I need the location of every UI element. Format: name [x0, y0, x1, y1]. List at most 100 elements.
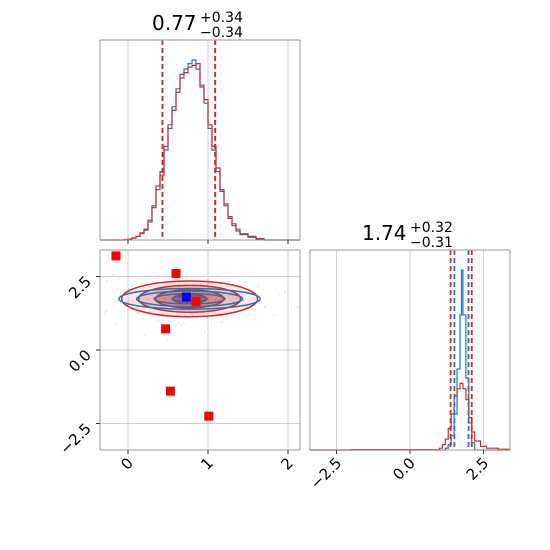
contour-blue [118, 287, 262, 310]
panel-hist-y-grid [335, 250, 485, 450]
panel-hist-x-grid [127, 40, 289, 240]
panel-hist-y-title-lower: −0.31 [410, 235, 453, 251]
sample-dot [206, 317, 209, 320]
sample-dot [127, 288, 130, 291]
sample-dot [214, 299, 217, 302]
sample-dot [112, 273, 115, 276]
panel-hist-x-title-value: 0.77 [152, 11, 197, 35]
panel-hist-x-series [100, 59, 300, 241]
panel-hist-x-title-lower: −0.34 [200, 25, 243, 41]
sample-dot [179, 324, 182, 327]
sample-dot [162, 299, 165, 302]
sample-dot [163, 296, 166, 299]
blue-marker [181, 292, 191, 302]
panel-scatter-xy: 0 1 2 −2.5 0.0 2.5 [56, 249, 301, 474]
sample-dot [284, 291, 287, 294]
red-marker [161, 324, 171, 334]
x-tick-label: 0 [117, 454, 136, 473]
sample-dot [236, 297, 238, 300]
sample-dot [138, 312, 140, 315]
sample-dot [162, 311, 165, 314]
sample-dot [206, 278, 209, 281]
sample-dot [296, 306, 299, 309]
sample-dot [132, 302, 135, 305]
panel-scatter-markers [111, 251, 214, 421]
sample-dot [178, 281, 181, 284]
sample-dot [115, 322, 118, 325]
sample-dot [200, 314, 203, 317]
sample-dot [121, 316, 123, 318]
panel-hist-y-quantile-lines [449, 250, 473, 450]
sample-dot [278, 293, 281, 296]
red-marker [204, 411, 214, 421]
sample-dot [249, 313, 252, 316]
sample-dot [131, 285, 134, 288]
sample-dot [219, 312, 221, 315]
sample-dot [190, 312, 193, 315]
sample-dot [263, 305, 266, 308]
sample-dot [163, 297, 166, 300]
sample-dot [143, 334, 146, 337]
panel-hist-x-quantile-lines [161, 40, 217, 240]
contour-blue [135, 290, 244, 308]
sample-dot [212, 325, 215, 328]
sample-dot [243, 299, 245, 302]
x-tick-label: 2.5 [463, 454, 493, 484]
x-tick-label: 1 [197, 454, 216, 473]
panel-scatter-grid [100, 250, 300, 450]
y-tick-label: −2.5 [56, 420, 94, 458]
sample-dot [272, 314, 275, 316]
red-marker [191, 296, 201, 306]
panel-hist-x-frame [99, 39, 301, 241]
sample-dot [158, 275, 161, 278]
sample-dot [221, 321, 223, 323]
sample-dot [133, 299, 135, 302]
sample-dot [148, 285, 151, 288]
histogram-red [310, 382, 510, 451]
histogram-red [100, 63, 300, 241]
sample-dot [260, 301, 263, 303]
panel-hist-x-title-upper: +0.34 [200, 10, 243, 26]
sample-dot [217, 274, 219, 277]
panel-hist-y-title-value: 1.74 [362, 221, 407, 245]
red-marker [171, 269, 181, 279]
sample-dot [149, 310, 151, 313]
panel-hist-y: −2.5 0.0 2.5 1.74 +0.32 −0.31 [307, 220, 511, 493]
sample-dot [191, 314, 194, 317]
sample-dot [136, 306, 139, 309]
panel-hist-y-ticks: −2.5 0.0 2.5 [307, 450, 493, 493]
sample-dot [204, 331, 206, 333]
sample-dot [151, 280, 154, 283]
sample-dot [220, 297, 223, 300]
sample-dot [106, 280, 109, 283]
sample-dot [166, 299, 169, 302]
sample-dot [139, 277, 142, 280]
x-tick-label: 0.0 [389, 454, 419, 484]
sample-dot [104, 312, 107, 315]
sample-dot [165, 338, 168, 341]
panel-hist-x: 0.77 +0.34 −0.34 [99, 10, 301, 244]
panel-hist-x-ticks [127, 240, 289, 244]
sample-dot [177, 322, 180, 324]
y-tick-label: 0.0 [65, 346, 95, 376]
x-tick-label: 2 [277, 454, 296, 473]
sample-dot [165, 297, 168, 299]
sample-dot [115, 300, 118, 303]
sample-dot [105, 310, 108, 313]
red-marker [111, 251, 121, 261]
sample-dot [116, 287, 119, 290]
sample-dot [145, 298, 148, 301]
sample-dot [257, 285, 259, 288]
sample-dot [293, 309, 296, 312]
sample-dot [185, 276, 188, 278]
panel-hist-y-title-upper: +0.32 [410, 220, 453, 236]
sample-dot [169, 300, 172, 303]
x-tick-label: −2.5 [307, 454, 345, 492]
sample-dot [183, 322, 185, 325]
sample-dot [157, 319, 159, 321]
sample-dot [200, 283, 203, 285]
red-marker [165, 386, 175, 396]
sample-dot [140, 281, 142, 284]
y-tick-label: 2.5 [65, 273, 95, 303]
